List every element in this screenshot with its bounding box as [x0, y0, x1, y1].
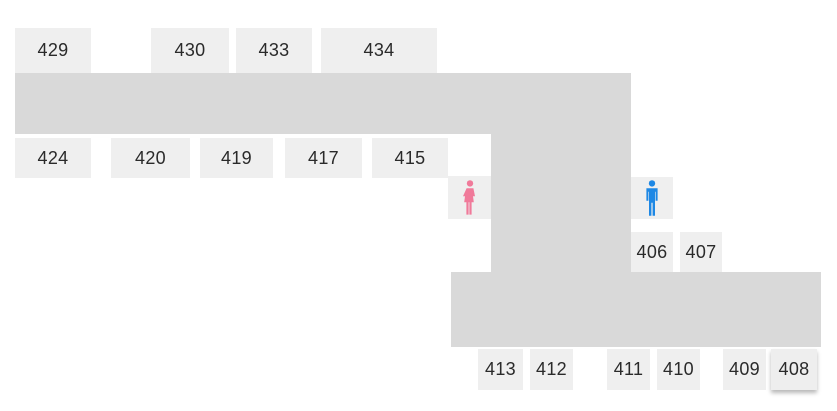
room-429[interactable]: 429: [15, 28, 91, 73]
male-restroom-icon: [646, 180, 658, 216]
room-415[interactable]: 415: [372, 138, 448, 178]
room-430[interactable]: 430: [151, 28, 229, 73]
room-424[interactable]: 424: [15, 138, 91, 178]
room-433[interactable]: 433: [236, 28, 312, 73]
corridor-north: [15, 73, 631, 134]
mens-restroom[interactable]: [631, 177, 673, 219]
corridor-south: [451, 272, 821, 347]
corridor-central: [491, 134, 631, 274]
room-412[interactable]: 412: [530, 349, 573, 390]
room-409[interactable]: 409: [723, 349, 766, 390]
room-417[interactable]: 417: [285, 138, 362, 178]
room-406[interactable]: 406: [631, 232, 673, 272]
room-419[interactable]: 419: [200, 138, 273, 178]
room-434[interactable]: 434: [321, 28, 437, 73]
womens-restroom[interactable]: [448, 176, 491, 219]
room-411[interactable]: 411: [607, 349, 650, 390]
female-restroom-icon: [462, 179, 475, 215]
room-407[interactable]: 407: [680, 232, 722, 272]
room-408-selected[interactable]: 408: [771, 349, 817, 390]
room-413[interactable]: 413: [478, 349, 523, 390]
room-410[interactable]: 410: [657, 349, 700, 390]
room-420[interactable]: 420: [111, 138, 190, 178]
